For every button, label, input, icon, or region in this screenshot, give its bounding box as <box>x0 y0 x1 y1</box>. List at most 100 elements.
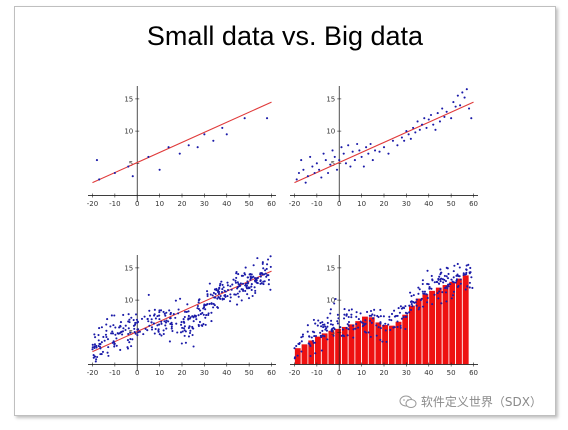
data-point <box>314 352 317 355</box>
data-point <box>174 316 177 319</box>
data-point <box>101 350 105 353</box>
data-point <box>231 283 234 286</box>
data-point <box>446 287 449 290</box>
data-point <box>297 342 300 345</box>
data-point <box>94 360 97 363</box>
data-point <box>446 267 449 270</box>
data-point <box>350 308 353 311</box>
data-point <box>250 288 253 292</box>
data-point <box>375 324 378 327</box>
data-point <box>225 133 228 136</box>
data-point <box>421 290 424 293</box>
data-point <box>240 299 243 302</box>
data-point <box>132 324 135 327</box>
data-point <box>131 175 134 178</box>
chart-panel-1: -20 -10 0 10 20 30 40 50 60 5 10 15 <box>87 86 276 208</box>
data-point <box>373 149 377 152</box>
data-point <box>96 355 99 359</box>
slide-title: Small data vs. Big data <box>146 21 424 51</box>
data-point <box>259 280 262 283</box>
data-point <box>297 171 301 175</box>
data-point <box>423 290 426 293</box>
data-point <box>158 323 161 326</box>
data-point <box>105 323 108 326</box>
data-point <box>311 339 314 342</box>
data-point <box>218 284 222 287</box>
data-point <box>164 324 167 327</box>
data-point <box>142 333 145 336</box>
data-point <box>368 319 372 322</box>
data-point <box>329 323 333 326</box>
data-point <box>439 278 442 281</box>
data-point <box>471 286 474 289</box>
data-point <box>199 313 202 316</box>
data-point <box>182 318 185 321</box>
wechat-icon <box>399 395 417 408</box>
data-point <box>382 315 385 318</box>
bar <box>341 326 349 365</box>
data-point <box>262 273 265 276</box>
data-point <box>452 270 455 273</box>
data-point <box>265 275 268 278</box>
data-point <box>444 280 447 283</box>
data-point <box>454 281 457 284</box>
data-point <box>183 325 186 328</box>
data-point <box>236 287 239 290</box>
data-point <box>232 278 235 281</box>
x-tick-label: 50 <box>447 369 456 377</box>
data-point <box>168 309 171 312</box>
x-tick-label: 20 <box>380 200 389 208</box>
data-point <box>350 316 353 319</box>
data-point <box>164 314 167 317</box>
data-point <box>250 283 253 286</box>
data-point <box>403 306 406 310</box>
data-point <box>189 329 192 332</box>
data-point <box>325 327 328 330</box>
data-point <box>409 308 413 311</box>
data-point <box>158 309 161 312</box>
data-point <box>452 101 455 104</box>
data-point <box>234 279 237 282</box>
data-point <box>206 290 209 293</box>
data-point <box>405 130 408 133</box>
data-point <box>462 272 465 275</box>
data-point <box>459 104 462 107</box>
data-point <box>185 310 188 314</box>
data-point <box>153 313 156 316</box>
x-tick-label: -20 <box>87 200 98 208</box>
data-point <box>93 343 96 346</box>
y-tick-label: 10 <box>326 297 335 305</box>
data-point <box>208 282 211 285</box>
data-point <box>307 342 310 345</box>
data-point <box>426 296 429 300</box>
data-point <box>369 142 372 146</box>
data-point <box>220 280 223 283</box>
data-point <box>333 155 336 158</box>
data-point <box>188 317 191 320</box>
data-point <box>238 283 241 286</box>
data-point <box>467 263 470 266</box>
data-point <box>302 168 305 171</box>
data-point <box>146 329 149 332</box>
data-point <box>412 300 415 304</box>
data-point <box>371 313 374 316</box>
data-point <box>388 315 391 318</box>
data-point <box>172 313 175 316</box>
data-point <box>114 333 117 336</box>
data-point <box>400 136 403 139</box>
data-point <box>111 341 114 344</box>
data-point <box>403 139 406 142</box>
data-point <box>385 340 388 343</box>
data-point <box>234 281 238 284</box>
data-point <box>134 313 138 316</box>
data-point <box>212 306 215 309</box>
data-point <box>464 273 468 276</box>
data-point <box>130 316 133 319</box>
data-point <box>207 312 210 315</box>
data-point <box>128 318 131 321</box>
x-tick-label: 30 <box>200 200 209 208</box>
data-point <box>300 340 303 343</box>
data-point <box>300 159 303 162</box>
data-point <box>196 304 199 308</box>
